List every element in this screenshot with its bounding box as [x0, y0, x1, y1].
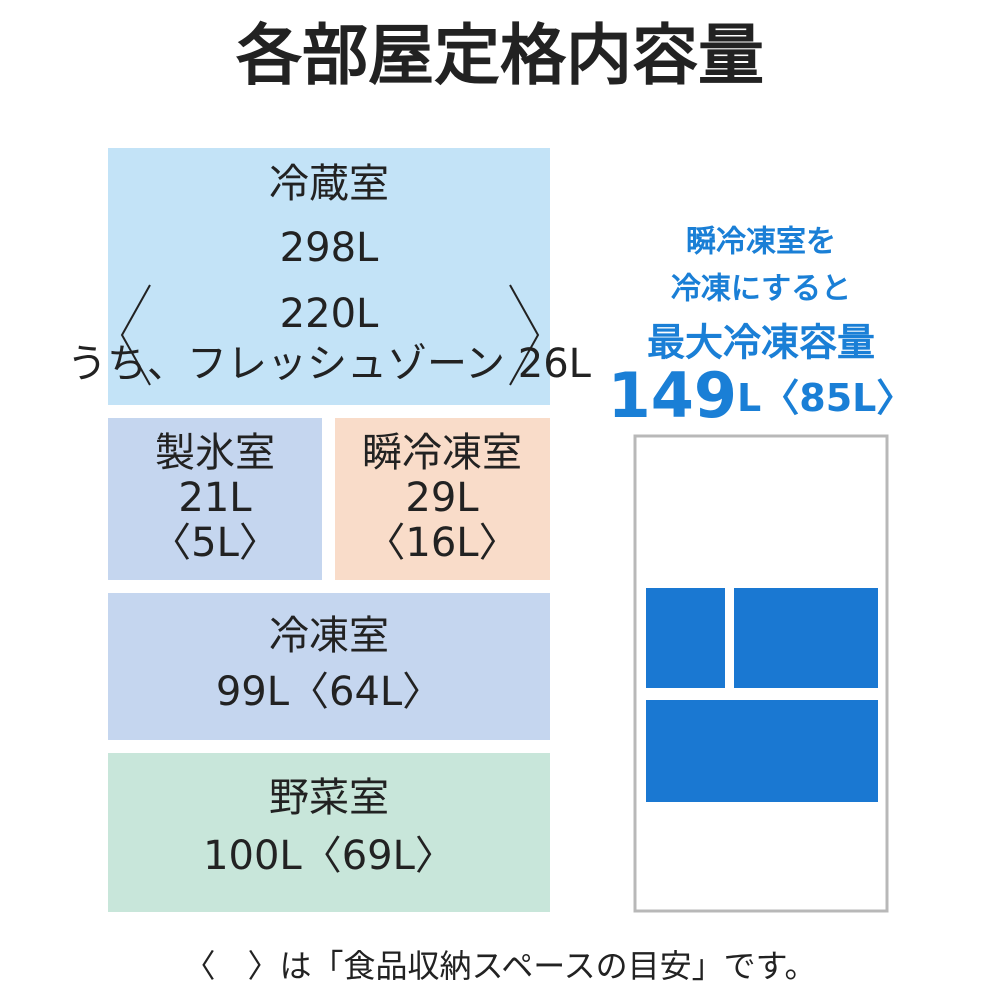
- refrigerator-line: 298L: [280, 225, 379, 271]
- freezer-box: [108, 593, 550, 740]
- freezer-block: [646, 588, 725, 688]
- refrigerator-line: 220L: [280, 291, 379, 337]
- side-capacity-rest: L〈85L〉: [737, 376, 914, 420]
- refrigerator-box: [108, 148, 550, 405]
- ice-line: 21L: [178, 475, 252, 521]
- freezer-block: [646, 700, 878, 802]
- bracket: [120, 284, 151, 386]
- ice-line: 〈5L〉: [151, 520, 279, 566]
- refrigerator-name: 冷蔵室: [269, 161, 389, 207]
- svg-text:149L〈85L〉: 149L〈85L〉: [608, 359, 915, 432]
- vegetable-box: [108, 753, 550, 912]
- ice-name: 製氷室: [155, 430, 275, 476]
- freezer-block: [734, 588, 878, 688]
- quick-freeze-box: [335, 418, 550, 580]
- side-line: 最大冷凍容量: [647, 321, 875, 365]
- side-line: 瞬冷凍室を: [686, 225, 836, 260]
- quick-freeze-line: 〈16L〉: [365, 520, 518, 566]
- bracket: [509, 284, 540, 386]
- vegetable-name: 野菜室: [269, 775, 389, 821]
- freezer-name: 冷凍室: [269, 613, 389, 659]
- footer: 〈 〉は「食品収納スペースの目安」です。: [184, 947, 817, 985]
- refrigerator-line: うち、フレッシュゾーン 26L: [67, 341, 592, 387]
- ice-box: [108, 418, 322, 580]
- title: 各部屋定格内容量: [236, 17, 764, 94]
- vegetable-line: 100L〈69L〉: [203, 833, 455, 879]
- side-line: 冷凍にすると: [671, 272, 851, 307]
- quick-freeze-name: 瞬冷凍室: [362, 430, 522, 476]
- freezer-line: 99L〈64L〉: [216, 669, 442, 715]
- side-capacity: 149: [608, 359, 737, 432]
- quick-freeze-line: 29L: [405, 475, 479, 521]
